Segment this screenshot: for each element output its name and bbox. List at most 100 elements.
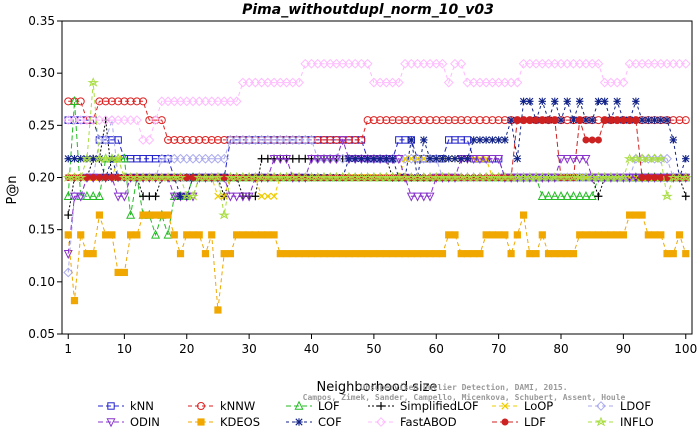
data-point-kdeos [170, 231, 178, 239]
data-point-inflo [424, 172, 436, 182]
legend-label: FastABOD [400, 415, 457, 429]
data-point-knnw [681, 116, 690, 125]
data-point-loop [270, 192, 278, 200]
data-point-ldf [183, 174, 191, 182]
data-point-cof [83, 155, 91, 163]
data-point-inflo [149, 172, 162, 182]
data-point-cof [682, 155, 690, 163]
data-point-knnw [201, 135, 210, 144]
data-point-kdeos [544, 250, 553, 258]
series-line-inflo [68, 82, 686, 216]
data-point-kdeos [339, 250, 347, 258]
data-point-cof [638, 116, 646, 124]
legend-item-simplifiedlof: SimplifiedLOF [368, 399, 479, 413]
data-point-kdeos [270, 231, 278, 239]
data-point-inflo [137, 172, 149, 182]
data-point-lof [568, 190, 578, 200]
x-tick-label: 70 [491, 342, 506, 356]
data-point-ldf [526, 116, 534, 124]
data-point-knnw [376, 116, 385, 125]
data-point-knnw [357, 135, 366, 144]
data-point-fastabod [150, 115, 161, 126]
data-point-cof [351, 155, 359, 163]
data-point-cof [557, 116, 565, 124]
data-point-inflo [236, 172, 249, 182]
data-point-knn [114, 136, 122, 144]
data-point-inflo [642, 153, 655, 163]
data-point-knnw [401, 116, 410, 125]
data-point-kdeos [432, 250, 440, 258]
data-point-kdeos [158, 211, 166, 219]
data-point-kdeos [576, 231, 584, 239]
data-point-cof [563, 97, 571, 106]
data-point-kdeos [95, 211, 104, 219]
data-point-inflo [392, 172, 405, 182]
data-point-kdeos [114, 268, 122, 277]
data-point-ldf [663, 174, 671, 182]
legend-label: kNNW [220, 399, 255, 413]
data-point-odin [475, 155, 485, 165]
data-point-knnw [170, 135, 179, 144]
data-point-odin [269, 155, 279, 165]
data-point-ldf [626, 116, 634, 124]
data-point-inflo [93, 153, 106, 163]
data-point-simplifiedlof [251, 192, 260, 201]
data-point-knnw [457, 116, 466, 125]
data-point-inflo [349, 172, 362, 182]
data-point-knnw [438, 116, 447, 125]
data-point-kdeos [532, 250, 540, 258]
data-point-inflo [199, 172, 212, 182]
x-axis-title: Neighborhood size [317, 380, 438, 395]
data-point-kdeos [663, 250, 671, 258]
data-point-loop [220, 192, 228, 200]
data-point-inflo [324, 172, 337, 182]
data-point-inflo [386, 172, 399, 182]
data-point-kdeos [401, 250, 409, 258]
legend-item-lof: LOF [286, 399, 340, 413]
legend: kNN kNNW LOF SimplifiedLOF LoOP LDOF ODIN KDEOS… [98, 399, 654, 429]
data-point-fastabod [362, 58, 373, 69]
data-point-kdeos [445, 231, 453, 239]
series-simplifiedlof [64, 116, 690, 220]
data-point-kdeos [682, 250, 690, 258]
data-point-knnw [469, 116, 478, 125]
data-point-kdeos [495, 231, 503, 239]
data-point-kdeos [282, 250, 291, 258]
legend-marker [107, 402, 115, 410]
data-point-inflo [611, 172, 624, 182]
data-point-ldf [607, 116, 615, 124]
data-point-ldof [219, 153, 230, 164]
data-point-inflo [505, 172, 518, 182]
data-point-inflo [511, 172, 524, 182]
data-point-kdeos [301, 250, 309, 258]
data-point-knnw [494, 116, 503, 125]
series-fastabod [63, 58, 691, 145]
data-point-inflo [168, 172, 181, 182]
data-point-cof [463, 155, 472, 163]
data-point-lof [556, 190, 566, 200]
data-point-odin [313, 155, 323, 165]
data-point-inflo [661, 190, 673, 201]
data-point-odin [575, 155, 585, 165]
data-point-odin [119, 192, 129, 202]
data-point-inflo [311, 172, 324, 182]
data-point-kdeos [264, 231, 272, 239]
data-point-lof [544, 190, 554, 200]
data-point-odin [282, 155, 292, 165]
data-point-inflo [205, 172, 218, 182]
data-point-kdeos [501, 231, 509, 239]
data-point-kdeos [220, 250, 228, 258]
data-point-inflo [648, 153, 661, 163]
data-point-ldf [638, 174, 646, 182]
legend-label: LDF [524, 415, 546, 429]
data-point-kdeos [420, 250, 428, 258]
series-layer [62, 58, 692, 314]
data-point-ldf [532, 116, 540, 124]
data-point-inflo [492, 172, 505, 182]
data-point-knnw [407, 116, 416, 125]
data-point-fastabod [618, 77, 629, 88]
data-point-knnw [164, 135, 173, 144]
data-point-lof [69, 96, 79, 106]
data-point-odin [325, 155, 335, 165]
